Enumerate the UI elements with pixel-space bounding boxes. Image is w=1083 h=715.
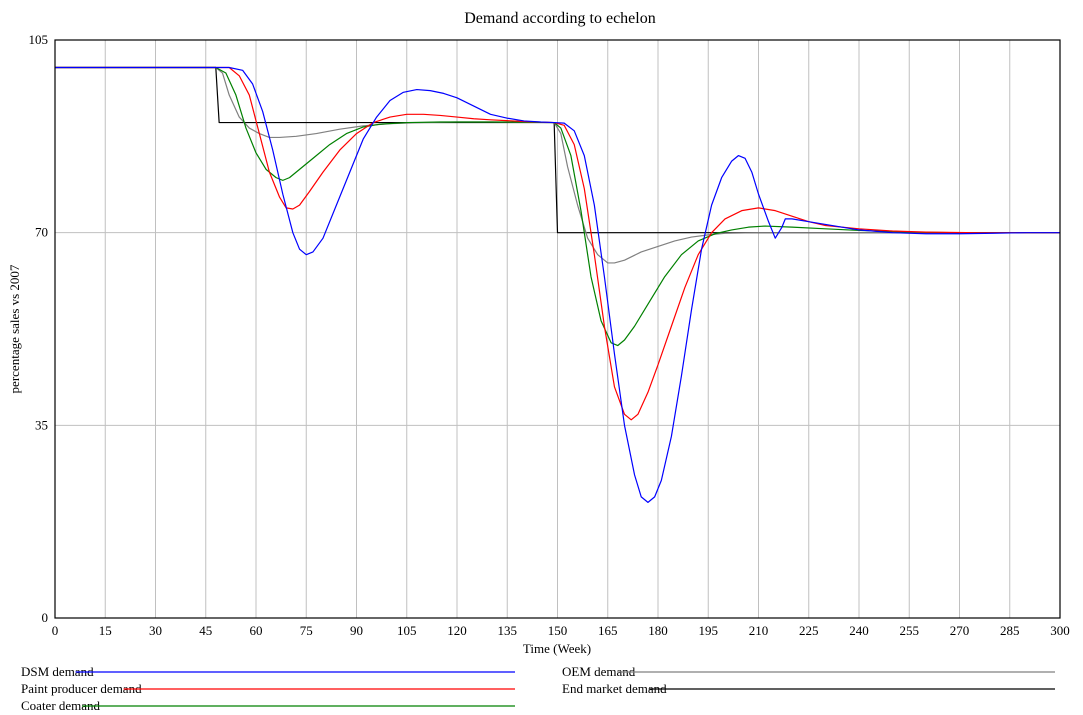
x-tick-label: 90: [350, 623, 363, 638]
legend-label-end-market-demand: End market demand: [562, 681, 667, 696]
x-tick-label: 300: [1050, 623, 1070, 638]
legend-label-paint-producer-demand: Paint producer demand: [21, 681, 142, 696]
x-tick-label: 270: [950, 623, 970, 638]
series-line-paint-producer-demand: [55, 66, 1060, 421]
y-tick-label: 35: [35, 417, 48, 432]
series-line-coater-demand: [55, 66, 1060, 347]
x-tick-label: 255: [900, 623, 920, 638]
x-tick-label: 180: [648, 623, 668, 638]
x-tick-label: 150: [548, 623, 568, 638]
axes: 0 15 30 45 60 75 90 105 120 135 150 165 180 195 210 225…: [29, 32, 1070, 638]
chart-title: Demand according to echelon: [464, 10, 655, 27]
x-tick-label: 105: [397, 623, 417, 638]
plot-frame: [54, 39, 1061, 619]
x-tick-label: 240: [849, 623, 869, 638]
y-axis-label: percentage sales vs 2007: [7, 264, 22, 393]
y-tick-label: 70: [35, 225, 48, 240]
x-tick-label: 0: [52, 623, 59, 638]
x-axis-label: Time (Week): [523, 641, 591, 656]
x-tick-label: 15: [99, 623, 112, 638]
series-lines: [55, 66, 1060, 503]
legend: DSM demand Paint producer demand Coater de…: [21, 664, 1055, 713]
x-tick-label: 195: [699, 623, 719, 638]
x-tick-label: 75: [300, 623, 313, 638]
legend-label-oem-demand: OEM demand: [562, 664, 636, 679]
x-tick-label: 285: [1000, 623, 1020, 638]
x-tick-label: 225: [799, 623, 819, 638]
x-tick-label: 165: [598, 623, 618, 638]
legend-label-coater-demand: Coater demand: [21, 698, 101, 713]
x-tick-label: 30: [149, 623, 162, 638]
legend-label-dsm-demand: DSM demand: [21, 664, 94, 679]
series-line-dsm-demand: [55, 66, 1060, 503]
x-tick-label: 45: [199, 623, 212, 638]
grid: [55, 40, 1060, 618]
x-tick-label: 120: [447, 623, 467, 638]
y-tick-label: 105: [29, 32, 49, 47]
x-tick-label: 210: [749, 623, 769, 638]
x-tick-label: 60: [250, 623, 263, 638]
x-tick-label: 135: [498, 623, 518, 638]
y-tick-label: 0: [42, 610, 49, 625]
